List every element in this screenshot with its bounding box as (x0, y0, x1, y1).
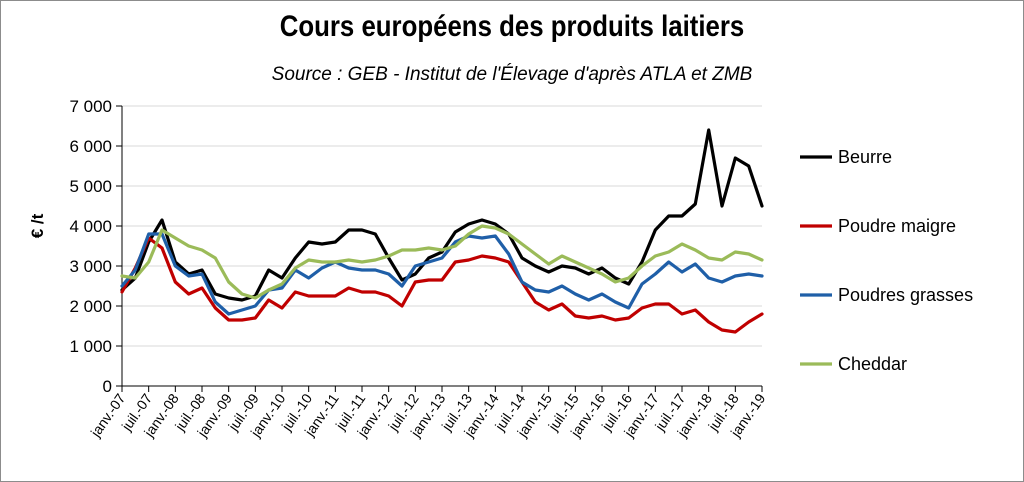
x-tick-labels: janv.-07juil.-07janv.-08juil.-08janv.-09… (87, 390, 769, 440)
series-line-poudres-grasses (120, 232, 764, 316)
series-line-beurre (120, 128, 764, 302)
y-tick-label: 7 000 (69, 97, 112, 116)
y-tick-label: 6 000 (69, 137, 112, 156)
series-line-cheddar (120, 224, 764, 300)
y-tick-label: 3 000 (69, 257, 112, 276)
y-tick-label: 1 000 (69, 337, 112, 356)
y-tick-label: 2 000 (69, 297, 112, 316)
y-tick-labels: 0 1 000 2 000 3 000 4 000 5 000 6 000 7 000 (69, 97, 112, 396)
chart-subtitle: Source : GEB - Institut de l'Élevage d'a… (271, 64, 753, 85)
chart-title: Cours européens des produits laitiers (279, 10, 745, 43)
axes (116, 105, 763, 392)
series-lines (120, 128, 764, 334)
series-line-poudre-maigre (120, 236, 764, 334)
y-tick-label: 0 (103, 377, 112, 396)
legend-label: Beurre (838, 147, 892, 167)
legend-label: Cheddar (838, 354, 907, 374)
legend: Beurre Poudre maigre Poudres grasses Chedda… (800, 147, 973, 374)
y-axis-label: € /t (28, 213, 47, 238)
legend-label: Poudres grasses (838, 285, 973, 305)
gridlines (122, 105, 762, 347)
x-tick-label: janv.-07 (87, 390, 129, 440)
y-tick-label: 5 000 (69, 177, 112, 196)
y-tick-label: 4 000 (69, 217, 112, 236)
legend-label: Poudre maigre (838, 216, 956, 236)
